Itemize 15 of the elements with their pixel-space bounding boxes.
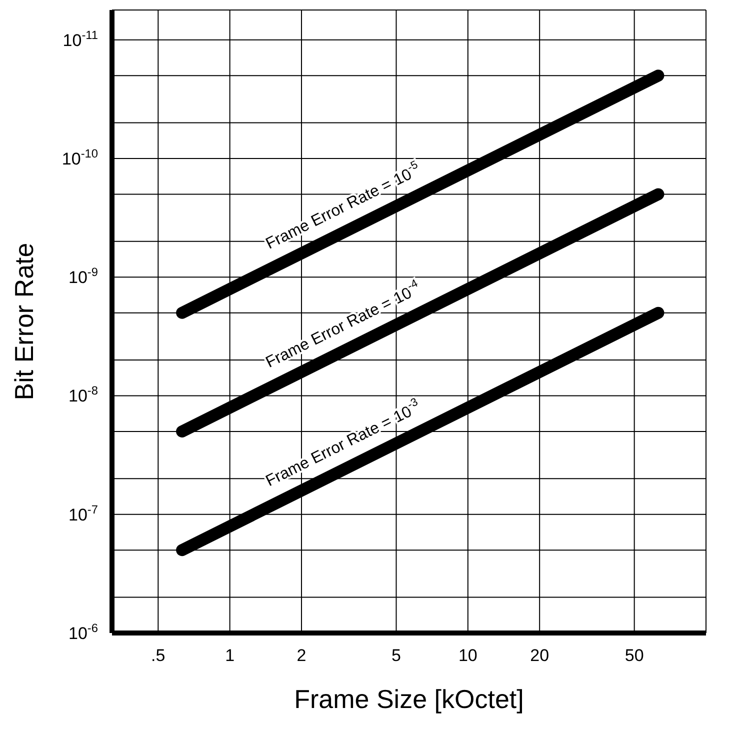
y-tick-label: 10$^{-8}$ bbox=[68, 384, 98, 406]
y-tick-label: 10$^{-11}$ bbox=[62, 28, 98, 50]
x-tick-label: 50 bbox=[624, 646, 644, 665]
y-tick-label: 10$^{-7}$ bbox=[68, 502, 98, 524]
x-tick-label: 5 bbox=[392, 646, 401, 665]
x-tick-label: 10 bbox=[458, 646, 478, 665]
x-tick-label: 2 bbox=[296, 646, 306, 665]
y-tick-label: 10$^{-9}$ bbox=[68, 265, 98, 288]
x-axis-title: Frame Size [kOctet] bbox=[294, 684, 524, 714]
x-tick-label: 1 bbox=[225, 646, 235, 665]
y-tick-label: 10$^{-10}$ bbox=[62, 146, 98, 168]
x-tick-label: 20 bbox=[530, 646, 550, 665]
x-tick-label: .5 bbox=[151, 646, 166, 665]
y-tick-label: 10$^{-6}$ bbox=[68, 621, 98, 643]
y-axis-title: Bit Error Rate bbox=[9, 242, 40, 400]
